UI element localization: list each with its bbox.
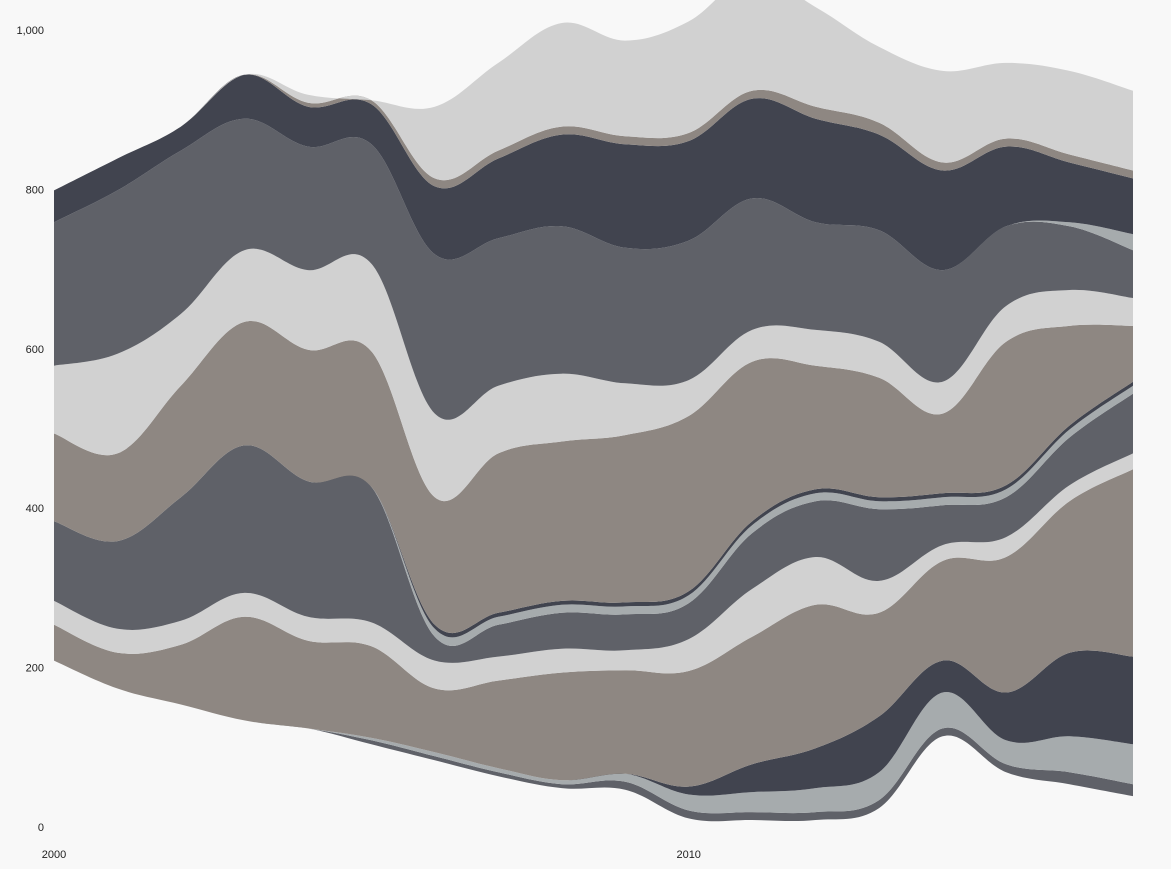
- x-tick-label: 2010: [676, 849, 700, 861]
- y-tick-label: 200: [26, 663, 44, 675]
- y-axis: 0 200 400 600 800 1,000: [16, 25, 44, 834]
- y-tick-label: 800: [26, 184, 44, 196]
- stream-layer-10: [54, 248, 1133, 502]
- stream-layer-13: [54, 74, 1133, 271]
- stream-layer-11: [54, 118, 1133, 420]
- stream-layer-3: [54, 650, 1133, 796]
- stream-layer-14: [54, 74, 1133, 191]
- stream-layer-9: [54, 320, 1133, 634]
- stream-layer-4: [54, 469, 1133, 787]
- y-tick-label: 0: [38, 822, 44, 834]
- stream-layer-6: [54, 393, 1133, 663]
- y-tick-label: 600: [26, 344, 44, 356]
- stream-layer-5: [54, 453, 1133, 691]
- stream-layer-15: [54, 0, 1133, 191]
- x-tick-label: 2000: [42, 849, 66, 861]
- y-tick-label: 400: [26, 503, 44, 515]
- stream-layer-2: [54, 660, 1133, 814]
- y-tick-label: 1,000: [16, 25, 44, 37]
- stream-layers: [54, 0, 1133, 822]
- x-axis: 2000 2010: [42, 849, 701, 861]
